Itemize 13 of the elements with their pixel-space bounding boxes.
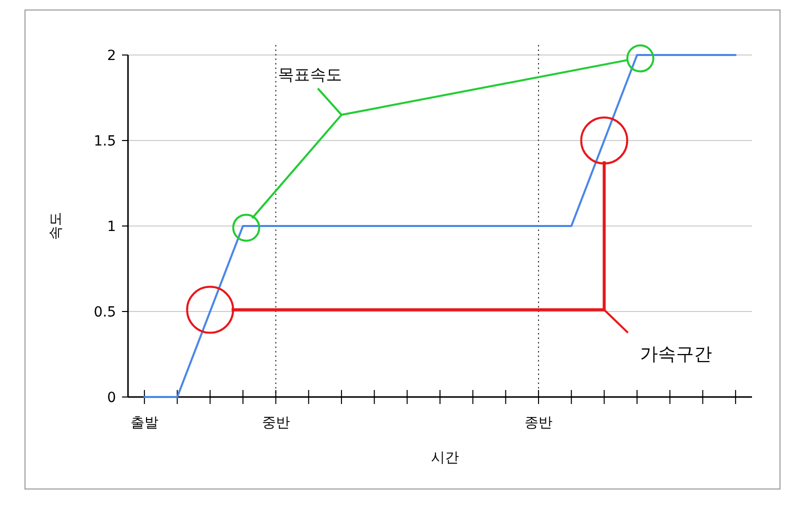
y-tick-label: 2 [107,48,116,64]
y-tick-label: 0.5 [94,304,116,320]
y-tick-label: 1.5 [94,134,116,150]
y-tick-label: 1 [107,219,116,235]
x-tick-label: 출발 [130,415,158,431]
x-axis-title: 시간 [431,450,459,466]
x-tick-label: 중반 [262,415,290,431]
annotation: 목표속도 [278,65,342,84]
line-series [143,54,737,398]
x-tick-label: 종반 [524,415,553,431]
y-axis-title: 속도 [48,212,64,240]
annotation: 가속구간 [640,344,712,365]
y-tick-label: 0 [107,390,116,406]
